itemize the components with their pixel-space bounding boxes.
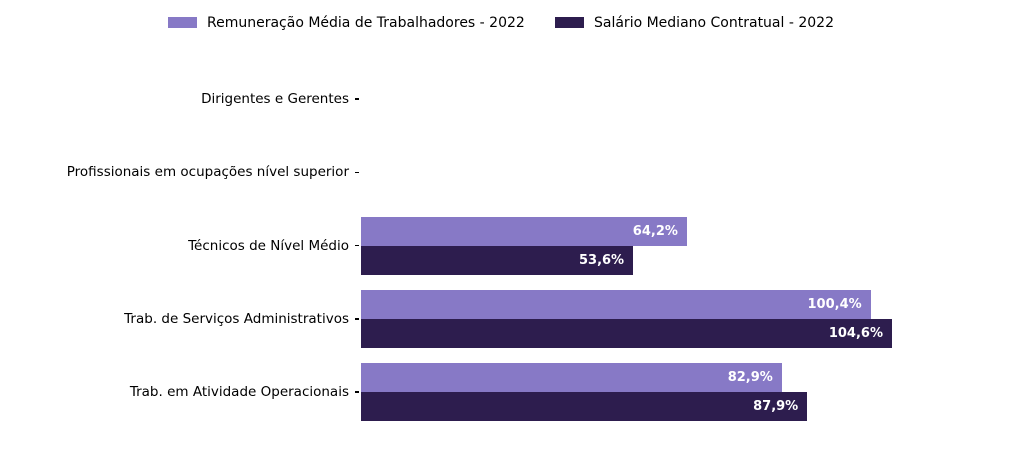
bar-salario-mediano: 87,9% xyxy=(361,392,808,421)
legend-item-remuneracao-media: Remuneração Média de Trabalhadores - 202… xyxy=(168,12,525,33)
y-axis-tick xyxy=(355,318,359,320)
y-axis-tick xyxy=(355,98,359,100)
bar-value-label: 82,9% xyxy=(727,370,773,385)
category-label: Trab. de Serviços Administrativos xyxy=(124,310,349,327)
bar-salario-mediano: 53,6% xyxy=(361,245,634,275)
bar-value-label: 64,2% xyxy=(632,223,678,239)
legend-label-salario-mediano: Salário Mediano Contratual - 2022 xyxy=(594,14,834,31)
legend-label-remuneracao-media: Remuneração Média de Trabalhadores - 202… xyxy=(207,14,525,31)
y-axis-tick xyxy=(355,391,359,393)
category-label: Técnicos de Nível Médio xyxy=(188,237,349,254)
bar-remuneracao-media: 64,2% xyxy=(361,216,687,246)
category-label: Profissionais em ocupações nível superio… xyxy=(66,164,349,181)
bar-value-label: 104,6% xyxy=(828,325,883,341)
bar-value-label: 53,6% xyxy=(578,252,625,268)
y-axis-tick xyxy=(355,171,359,173)
legend-swatch-salario-mediano xyxy=(555,17,584,28)
bar-value-label: 87,9% xyxy=(753,399,799,414)
legend-swatch-remuneracao-media xyxy=(168,17,197,28)
legend-item-salario-mediano: Salário Mediano Contratual - 2022 xyxy=(555,12,834,33)
bar-salario-mediano: 104,6% xyxy=(361,318,892,348)
bar-remuneracao-media: 100,4% xyxy=(361,289,871,319)
y-axis-tick xyxy=(355,244,359,247)
category-label: Trab. em Atividade Operacionais xyxy=(129,384,349,400)
category-label: Dirigentes e Gerentes xyxy=(201,91,349,107)
bar-value-label: 100,4% xyxy=(807,296,862,312)
bar-remuneracao-media: 82,9% xyxy=(361,363,782,392)
